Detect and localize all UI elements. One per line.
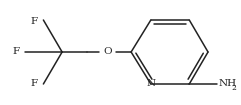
Text: NH: NH [219,79,237,89]
Text: N: N [146,79,155,89]
Text: F: F [31,16,38,26]
Text: 2: 2 [232,84,237,92]
Text: F: F [31,79,38,87]
Text: O: O [103,47,112,56]
Text: F: F [12,47,19,56]
